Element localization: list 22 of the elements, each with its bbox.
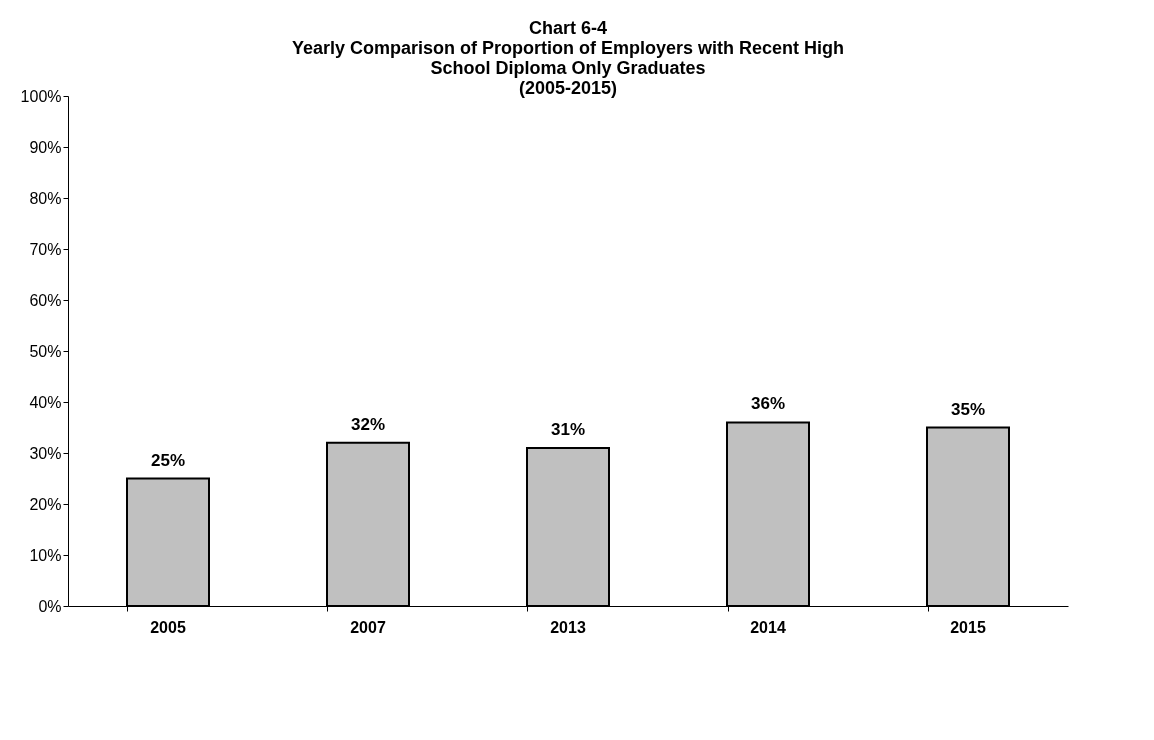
x-tick-label: 2013 [550,618,586,636]
y-tick-label: 60% [29,291,62,309]
x-tick-label: 2014 [750,618,786,636]
y-tick-label: 90% [29,138,62,156]
data-label: 32% [350,414,386,434]
chart-title: Chart 6-4 Yearly Comparison of Proportion of Employers with Recent High School Diploma Only Graduates (2005-2015) [291,18,845,98]
y-tick-label: 40% [29,393,62,411]
y-tick-label: 10% [29,546,62,564]
data-label: 31% [550,419,586,439]
data-label: 35% [950,399,986,419]
data-label: 36% [750,394,786,414]
y-tick-label: 100% [20,87,62,105]
x-tick-label: 2015 [950,618,986,636]
y-tick-label: 80% [29,189,62,207]
y-tick-label: 20% [29,495,62,513]
y-tick-label: 0% [38,597,62,615]
x-tick-label: 2007 [350,618,386,636]
y-tick-label: 70% [29,240,62,258]
y-tick-label: 30% [29,444,62,462]
x-tick-label: 2005 [150,618,186,636]
data-label: 25% [150,450,186,470]
y-tick-label: 50% [29,342,62,360]
